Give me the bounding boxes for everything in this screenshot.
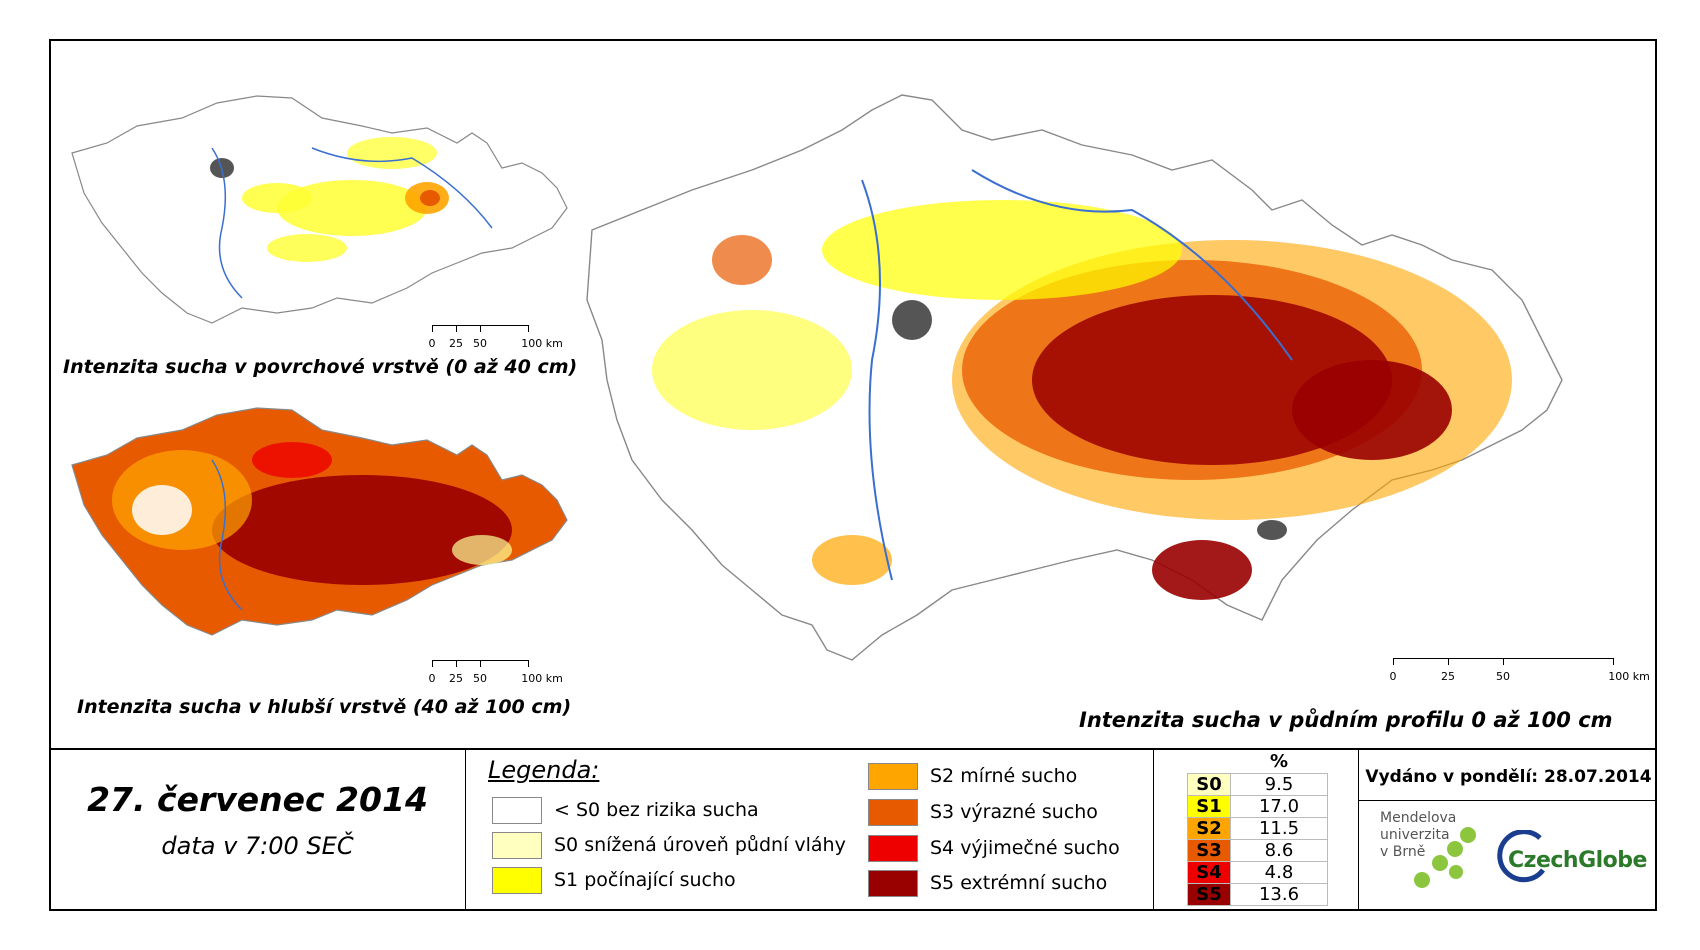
panel-divider — [49, 748, 1657, 750]
percent-value: 13.6 — [1230, 883, 1328, 906]
percent-code: S2 — [1187, 817, 1231, 840]
percent-value: 8.6 — [1230, 839, 1328, 862]
legend-label-3: S2 mírné sucho — [930, 765, 1078, 787]
surface-layer-map — [71, 95, 568, 324]
legend-label-2: S1 počínající sucho — [554, 869, 736, 891]
surface-map-title: Intenzita sucha v povrchové vrstvě (0 až… — [63, 356, 578, 378]
legend-swatch-3 — [868, 763, 918, 790]
figure-frame — [49, 39, 1657, 911]
issued-date: Vydáno v pondělí: 28.07.2014 — [1365, 767, 1652, 787]
czechglobe-logo: CzechGlobe — [1508, 848, 1647, 873]
percent-code: S1 — [1187, 795, 1231, 818]
date-title: 27. červenec 2014 — [87, 780, 428, 819]
percent-value: 4.8 — [1230, 861, 1328, 884]
percent-code: S3 — [1187, 839, 1231, 862]
legend-swatch-1 — [492, 832, 542, 859]
legend-swatch-5 — [868, 835, 918, 862]
legend-title: Legenda: — [488, 756, 600, 784]
deep-map-title: Intenzita sucha v hlubší vrstvě (40 až 1… — [77, 696, 572, 718]
percent-row: S2 11.5 — [1187, 817, 1328, 840]
percent-value: 17.0 — [1230, 795, 1328, 818]
profile-map-title: Intenzita sucha v půdním profilu 0 až 10… — [1079, 708, 1613, 732]
percent-table: % S0 9.5 S1 17.0 S2 11.5 S3 8.6 S4 4.8 S5 13.6 — [1187, 750, 1328, 906]
percent-value: 9.5 — [1230, 773, 1328, 796]
percent-row: S3 8.6 — [1187, 839, 1328, 862]
percent-code: S4 — [1187, 861, 1231, 884]
percent-header: % — [1269, 751, 1289, 772]
legend-swatch-6 — [868, 870, 918, 897]
legend-label-5: S4 výjimečné sucho — [930, 837, 1120, 859]
czechglobe-ring-icon — [1497, 830, 1546, 883]
legend-swatch-0 — [492, 797, 542, 824]
legend-label-4: S3 výrazné sucho — [930, 801, 1098, 823]
percent-row: S5 13.6 — [1187, 883, 1328, 906]
percent-code: S0 — [1187, 773, 1231, 796]
percent-code: S5 — [1187, 883, 1231, 906]
legend-label-1: S0 snížená úroveň půdní vláhy — [554, 834, 846, 856]
legend-label-0: < S0 bez rizika sucha — [554, 799, 759, 821]
percent-row: S1 17.0 — [1187, 795, 1328, 818]
deep-layer-map — [71, 407, 568, 636]
legend-swatch-2 — [492, 867, 542, 894]
percent-value: 11.5 — [1230, 817, 1328, 840]
profile-map — [586, 94, 1563, 661]
mendel-dots-icon — [1414, 827, 1476, 888]
legend-swatch-4 — [868, 799, 918, 826]
mendel-logo: Mendelova univerzita v Brně — [1380, 810, 1457, 860]
percent-row: S0 9.5 — [1187, 773, 1328, 796]
date-subtitle: data v 7:00 SEČ — [161, 832, 354, 860]
legend-label-6: S5 extrémní sucho — [930, 872, 1108, 894]
percent-row: S4 4.8 — [1187, 861, 1328, 884]
